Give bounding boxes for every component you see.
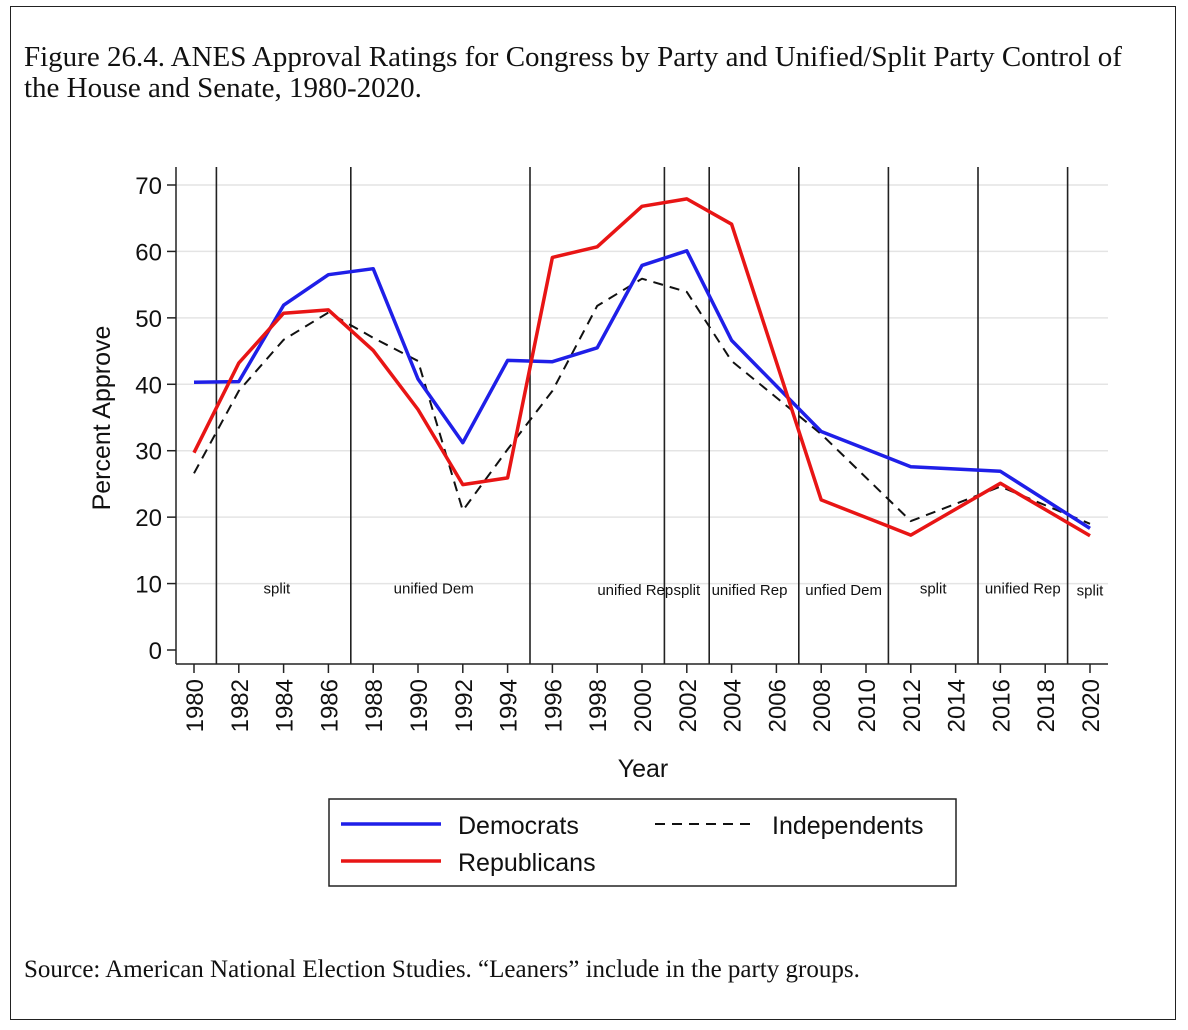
axes: 0 10 20 30 40 50 60 70 1980 1982 1984 1986 1988 1990 1… bbox=[135, 167, 1108, 732]
y-tick-label: 70 bbox=[135, 173, 162, 200]
y-tick-label: 60 bbox=[135, 239, 162, 266]
y-tick-label: 50 bbox=[135, 306, 162, 333]
x-tick-label: 2016 bbox=[988, 679, 1015, 732]
legend: Democrats Independents Republicans bbox=[328, 798, 957, 887]
x-tick-label: 1986 bbox=[316, 679, 343, 732]
x-tick-label: 2018 bbox=[1033, 679, 1060, 732]
y-axis-title: Percent Approve bbox=[88, 326, 116, 511]
x-tick-label: 1984 bbox=[272, 679, 299, 732]
control-period-label: unified Rep bbox=[597, 582, 673, 599]
control-period-label: unified Rep bbox=[985, 581, 1061, 598]
y-tick-label: 30 bbox=[135, 439, 162, 466]
control-period-label: split bbox=[264, 581, 292, 598]
legend-box bbox=[328, 798, 957, 887]
series-line-democrats bbox=[193, 249, 1091, 530]
series-line-republicans bbox=[192, 197, 1091, 538]
x-tick-label: 1982 bbox=[227, 679, 254, 732]
x-tick-label: 1988 bbox=[361, 679, 388, 732]
x-axis-title: Year bbox=[618, 755, 669, 783]
x-tick-label: 1992 bbox=[451, 679, 478, 732]
x-tick-label: 2014 bbox=[944, 679, 971, 732]
y-tick-label: 0 bbox=[149, 638, 162, 665]
x-tick-label: 2012 bbox=[899, 679, 926, 732]
x-tick-label: 1996 bbox=[540, 679, 567, 732]
control-period-label: unified Rep bbox=[712, 582, 788, 599]
x-tick-label: 2020 bbox=[1078, 679, 1105, 732]
x-tick-label: 2010 bbox=[854, 679, 881, 732]
figure-source-note: Source: American National Election Studi… bbox=[24, 956, 860, 983]
x-tick-label: 1990 bbox=[406, 679, 433, 732]
legend-label-republicans: Republicans bbox=[458, 849, 596, 877]
figure-title: Figure 26.4. ANES Approval Ratings for C… bbox=[24, 41, 1122, 104]
x-tick-label: 2000 bbox=[630, 679, 657, 732]
y-tick-label: 20 bbox=[135, 505, 162, 532]
x-tick-label: 2006 bbox=[764, 679, 791, 732]
control-period-label: unfied Dem bbox=[805, 582, 882, 599]
x-tick-label: 1980 bbox=[182, 679, 209, 732]
x-tick-label: 2004 bbox=[720, 679, 747, 732]
legend-label-independents: Independents bbox=[772, 812, 924, 840]
y-tick-label: 10 bbox=[135, 572, 162, 599]
x-tick-label: 2008 bbox=[809, 679, 836, 732]
x-tick-label: 1994 bbox=[496, 679, 523, 732]
y-tick-label: 40 bbox=[135, 372, 162, 399]
control-boundaries bbox=[215, 167, 1069, 664]
control-period-label: split bbox=[1077, 583, 1105, 600]
x-tick-label: 2002 bbox=[675, 679, 702, 732]
series-lines bbox=[192, 197, 1091, 538]
control-period-label: split bbox=[673, 582, 701, 599]
gridlines bbox=[176, 184, 1108, 585]
x-tick-label: 1998 bbox=[585, 679, 612, 732]
control-period-labels: split unified Dem unified Rep split unified … bbox=[264, 581, 1105, 600]
control-period-label: split bbox=[920, 581, 948, 598]
legend-label-democrats: Democrats bbox=[458, 812, 579, 840]
series-line-independents bbox=[193, 277, 1091, 525]
control-period-label: unified Dem bbox=[394, 581, 474, 598]
